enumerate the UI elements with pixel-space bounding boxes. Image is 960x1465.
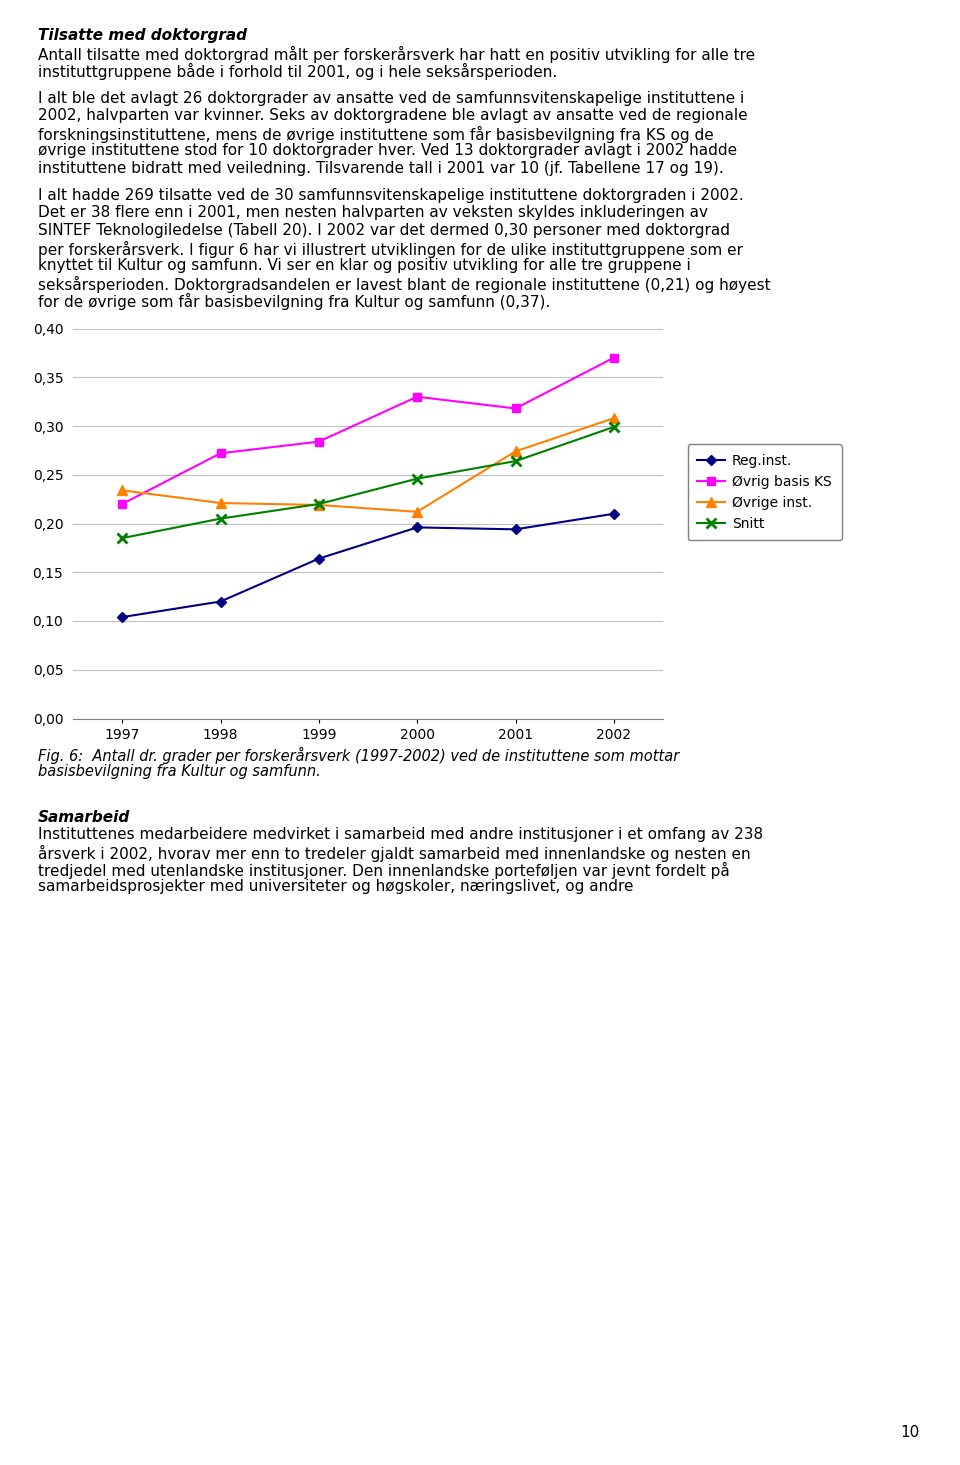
Legend: Reg.inst., Øvrig basis KS, Øvrige inst., Snitt: Reg.inst., Øvrig basis KS, Øvrige inst.,…	[687, 444, 842, 541]
Øvrig basis KS	[116, 495, 128, 513]
Øvrig basis KS	[510, 400, 521, 418]
Reg.inst.	[215, 593, 227, 611]
Øvrige inst.	[608, 409, 619, 426]
Text: instituttene bidratt med veiledning. Tilsvarende tall i 2001 var 10 (jf. Tabelle: instituttene bidratt med veiledning. Til…	[38, 161, 724, 176]
Snitt	[510, 453, 521, 470]
Line: Øvrig basis KS: Øvrig basis KS	[118, 353, 618, 508]
Snitt	[608, 418, 619, 435]
Text: basisbevilgning fra Kultur og samfunn.: basisbevilgning fra Kultur og samfunn.	[38, 765, 321, 779]
Reg.inst.	[510, 520, 521, 538]
Text: Tilsatte med doktorgrad: Tilsatte med doktorgrad	[38, 28, 247, 42]
Text: seksårsperioden. Doktorgradsandelen er lavest blant de regionale instituttene (0: seksårsperioden. Doktorgradsandelen er l…	[38, 275, 771, 293]
Text: samarbeidsprosjekter med universiteter og høgskoler, næringslivet, og andre: samarbeidsprosjekter med universiteter o…	[38, 879, 634, 895]
Text: Det er 38 flere enn i 2001, men nesten halvparten av veksten skyldes inkludering: Det er 38 flere enn i 2001, men nesten h…	[38, 205, 708, 221]
Snitt	[313, 495, 324, 513]
Text: knyttet til Kultur og samfunn. Vi ser en klar og positiv utvikling for alle tre : knyttet til Kultur og samfunn. Vi ser en…	[38, 258, 691, 272]
Reg.inst.	[412, 519, 423, 536]
Text: Samarbeid: Samarbeid	[38, 810, 131, 825]
Text: Instituttenes medarbeidere medvirket i samarbeid med andre institusjoner i et om: Instituttenes medarbeidere medvirket i s…	[38, 828, 763, 842]
Text: årsverk i 2002, hvorav mer enn to tredeler gjaldt samarbeid med innenlandske og : årsverk i 2002, hvorav mer enn to tredel…	[38, 844, 751, 861]
Text: SINTEF Teknologiledelse (Tabell 20). I 2002 var det dermed 0,30 personer med dok: SINTEF Teknologiledelse (Tabell 20). I 2…	[38, 223, 730, 237]
Øvrige inst.	[510, 442, 521, 460]
Text: for de øvrige som får basisbevilgning fra Kultur og samfunn (0,37).: for de øvrige som får basisbevilgning fr…	[38, 293, 550, 311]
Reg.inst.	[116, 608, 128, 626]
Line: Snitt: Snitt	[117, 422, 618, 544]
Text: I alt ble det avlagt 26 doktorgrader av ansatte ved de samfunnsvitenskapelige in: I alt ble det avlagt 26 doktorgrader av …	[38, 91, 744, 105]
Øvrige inst.	[412, 502, 423, 520]
Text: instituttgruppene både i forhold til 2001, og i hele seksårsperioden.: instituttgruppene både i forhold til 200…	[38, 63, 557, 81]
Reg.inst.	[313, 549, 324, 567]
Text: øvrige instituttene stod for 10 doktorgrader hver. Ved 13 doktorgrader avlagt i : øvrige instituttene stod for 10 doktorgr…	[38, 144, 737, 158]
Øvrig basis KS	[313, 432, 324, 450]
Øvrige inst.	[215, 494, 227, 511]
Øvrige inst.	[116, 482, 128, 500]
Text: Fig. 6:  Antall dr. grader per forskerårsverk (1997-2002) ved de instituttene so: Fig. 6: Antall dr. grader per forskerårs…	[38, 747, 680, 763]
Text: Antall tilsatte med doktorgrad målt per forskerårsverk har hatt en positiv utvik: Antall tilsatte med doktorgrad målt per …	[38, 45, 756, 63]
Øvrig basis KS	[608, 349, 619, 366]
Text: tredjedel med utenlandske institusjoner. Den innenlandske porteføljen var jevnt : tredjedel med utenlandske institusjoner.…	[38, 861, 730, 879]
Snitt	[116, 529, 128, 546]
Øvrig basis KS	[215, 444, 227, 461]
Line: Øvrige inst.: Øvrige inst.	[117, 413, 618, 517]
Øvrige inst.	[313, 497, 324, 514]
Text: 2002, halvparten var kvinner. Seks av doktorgradene ble avlagt av ansatte ved de: 2002, halvparten var kvinner. Seks av do…	[38, 108, 748, 123]
Reg.inst.	[608, 505, 619, 523]
Snitt	[412, 470, 423, 488]
Snitt	[215, 510, 227, 527]
Text: per forskerårsverk. I figur 6 har vi illustrert utviklingen for de ulike institu: per forskerårsverk. I figur 6 har vi ill…	[38, 240, 743, 258]
Line: Reg.inst.: Reg.inst.	[119, 510, 617, 621]
Øvrig basis KS	[412, 388, 423, 406]
Text: I alt hadde 269 tilsatte ved de 30 samfunnsvitenskapelige instituttene doktorgra: I alt hadde 269 tilsatte ved de 30 samfu…	[38, 188, 744, 204]
Text: forskningsinstituttene, mens de øvrige instituttene som får basisbevilgning fra : forskningsinstituttene, mens de øvrige i…	[38, 126, 713, 142]
Text: 10: 10	[900, 1425, 920, 1440]
